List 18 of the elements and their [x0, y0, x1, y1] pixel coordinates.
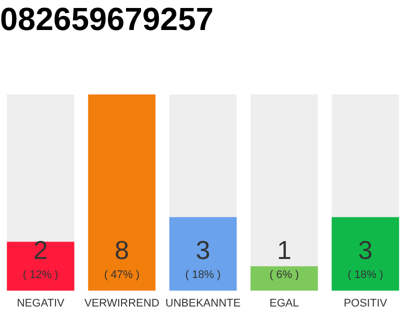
data-label: 8: [114, 234, 130, 265]
x-tick-label: EGAL: [270, 297, 299, 310]
annotation: ( 18% ): [348, 268, 384, 281]
data-label: 3: [358, 234, 373, 265]
annotation: ( 6% ): [270, 268, 299, 281]
x-tick-label: VERWIRREND: [84, 297, 160, 310]
bar: [6, 242, 74, 291]
bar: [250, 266, 318, 291]
annotation: ( 47% ): [104, 268, 140, 281]
x-tick-label: NEGATIV: [16, 297, 65, 310]
data-label: 1: [276, 234, 292, 265]
x-tick-label: POSITIV: [344, 297, 388, 310]
chart-title: 082659679257: [0, 1, 214, 38]
data-label: 3: [196, 234, 210, 265]
data-label: 2: [33, 234, 48, 265]
annotation: ( 12% ): [22, 268, 58, 281]
annotation: ( 18% ): [185, 268, 221, 281]
x-tick-label: UNBEKANNTE: [165, 297, 241, 310]
